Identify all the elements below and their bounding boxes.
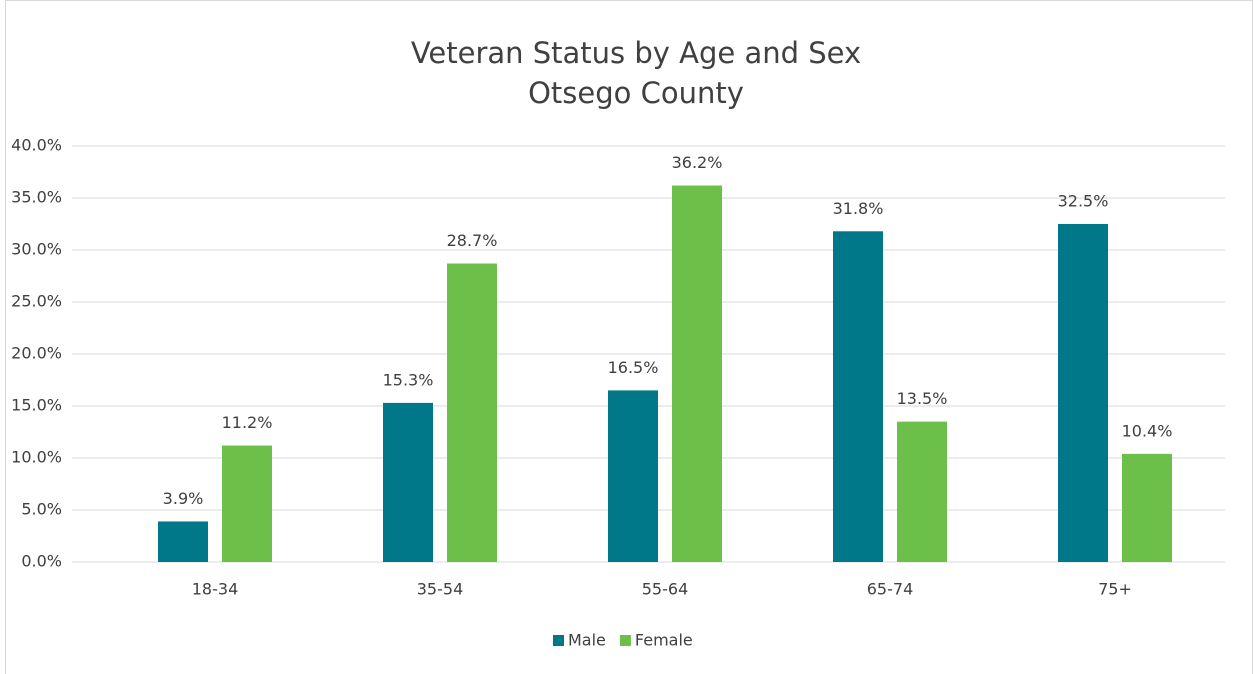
legend-label: Female [635, 631, 693, 650]
data-label: 36.2% [672, 153, 723, 172]
legend-label: Male [568, 631, 606, 650]
legend-swatch [619, 635, 631, 646]
chart-subtitle: Otsego County [528, 76, 744, 110]
data-label: 10.4% [1122, 421, 1173, 440]
data-label: 16.5% [608, 358, 659, 377]
x-tick-label: 35-54 [417, 580, 464, 599]
bar [897, 421, 947, 562]
data-label: 15.3% [383, 370, 434, 389]
bar [1058, 224, 1108, 562]
bar [158, 521, 208, 562]
y-tick-label: 35.0% [11, 188, 62, 207]
bar [447, 263, 497, 562]
data-label: 28.7% [447, 231, 498, 250]
y-tick-label: 40.0% [11, 136, 62, 155]
data-label: 32.5% [1058, 192, 1109, 211]
data-label: 31.8% [833, 199, 884, 218]
bar [672, 185, 722, 562]
y-tick-label: 20.0% [11, 344, 62, 363]
bar [383, 402, 433, 562]
x-tick-label: 75+ [1098, 580, 1132, 599]
bar [833, 231, 883, 562]
x-tick-label: 18-34 [192, 580, 239, 599]
x-tick-label: 55-64 [642, 580, 689, 599]
legend-swatch [553, 635, 564, 646]
data-label: 11.2% [222, 413, 273, 432]
bar [608, 390, 658, 562]
bar [1122, 453, 1172, 562]
data-label: 3.9% [163, 489, 204, 508]
y-tick-label: 5.0% [21, 500, 62, 519]
x-tick-label: 65-74 [867, 580, 914, 599]
y-tick-label: 15.0% [11, 396, 62, 415]
chart-title: Veteran Status by Age and Sex [411, 36, 861, 70]
data-label: 13.5% [897, 389, 948, 408]
y-tick-label: 25.0% [11, 292, 62, 311]
y-tick-label: 10.0% [11, 448, 62, 467]
y-tick-label: 0.0% [21, 552, 62, 571]
bar [222, 445, 272, 562]
y-tick-label: 30.0% [11, 240, 62, 259]
